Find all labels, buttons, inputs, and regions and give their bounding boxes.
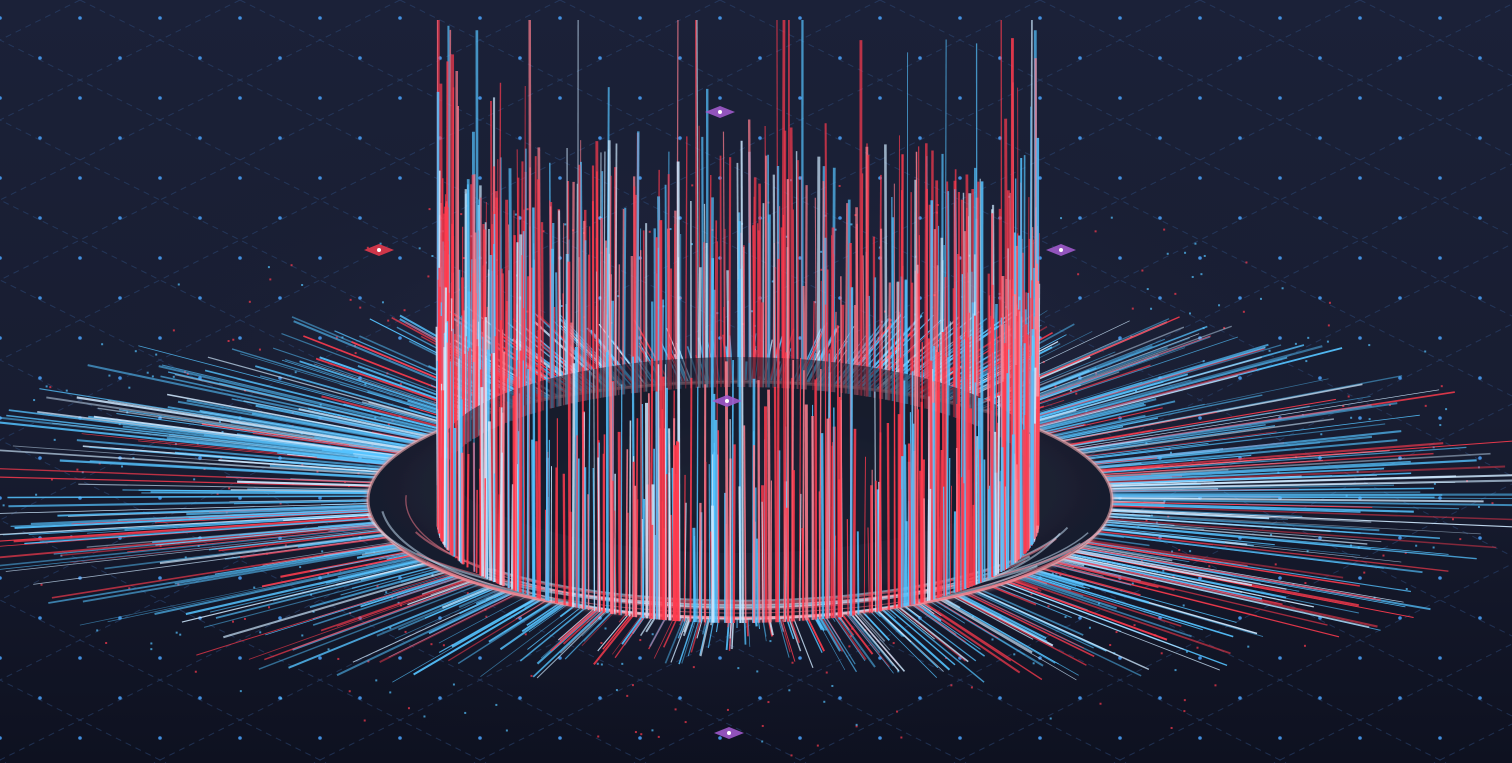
inner-ring-front-spikes <box>435 38 1041 624</box>
marker-left <box>364 244 394 256</box>
outer-radial-spikes <box>0 306 1512 683</box>
marker-right <box>1046 244 1076 256</box>
marker-bottom <box>714 727 744 739</box>
marker-center <box>712 395 742 407</box>
marker-top <box>705 106 735 118</box>
diamond-markers <box>364 106 1076 739</box>
